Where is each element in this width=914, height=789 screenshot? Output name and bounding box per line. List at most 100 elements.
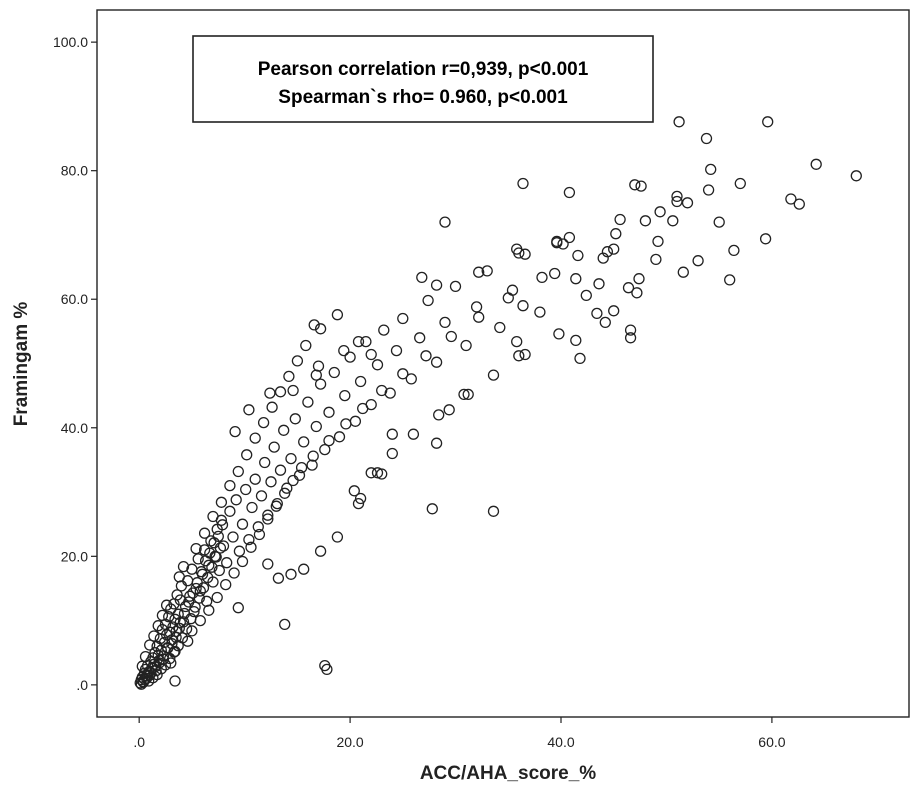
data-point <box>224 505 236 517</box>
data-point <box>272 572 285 584</box>
data-point <box>671 195 683 208</box>
data-point <box>249 473 261 485</box>
data-point <box>176 632 189 644</box>
data-point <box>165 657 177 669</box>
y-tick-label: 20.0 <box>61 548 88 564</box>
data-point <box>287 384 299 397</box>
x-tick-label: 60.0 <box>758 734 785 750</box>
data-point <box>673 116 685 128</box>
data-point <box>180 623 193 635</box>
data-point <box>650 253 662 266</box>
data-point <box>283 370 295 383</box>
data-point <box>266 401 278 413</box>
data-point <box>323 434 335 447</box>
data-point <box>629 179 641 191</box>
data-point <box>633 273 645 285</box>
data-point <box>517 300 529 312</box>
data-point <box>321 663 333 676</box>
data-point <box>287 474 299 487</box>
data-point <box>243 533 255 546</box>
data-point <box>300 339 312 352</box>
data-point <box>240 483 252 496</box>
data-point <box>352 497 365 510</box>
data-point <box>426 503 438 515</box>
data-point <box>314 323 327 335</box>
data-point <box>563 186 576 199</box>
data-point <box>331 309 344 321</box>
data-point <box>152 620 164 632</box>
data-point <box>728 244 740 257</box>
x-tick-label: 40.0 <box>547 734 574 750</box>
data-point <box>352 335 365 348</box>
data-point <box>203 604 215 616</box>
data-point <box>511 335 523 348</box>
data-point <box>734 177 746 190</box>
data-point <box>306 459 318 471</box>
data-point <box>608 305 620 317</box>
data-point <box>310 420 322 433</box>
data-point <box>386 447 398 460</box>
data-point <box>186 625 198 637</box>
data-point <box>308 319 320 331</box>
data-point <box>376 384 388 397</box>
data-point <box>601 246 614 258</box>
data-point <box>793 198 805 210</box>
data-point <box>314 545 327 557</box>
data-point <box>148 630 160 642</box>
data-point <box>295 461 308 474</box>
data-point <box>224 479 236 492</box>
data-point <box>255 490 268 502</box>
data-point <box>365 348 377 361</box>
data-point <box>348 485 360 497</box>
data-point <box>298 563 310 575</box>
data-point <box>570 273 582 285</box>
data-point <box>534 306 546 318</box>
data-point <box>265 476 277 488</box>
data-point <box>185 613 197 625</box>
data-point <box>536 271 548 284</box>
x-axis-title: ACC/AHA_score_% <box>420 763 596 784</box>
data-point <box>177 560 190 573</box>
y-axis-ticks: .0 20.0 40.0 60.0 80.0 100.0 <box>53 34 97 693</box>
data-point <box>212 530 224 543</box>
data-point <box>252 521 264 533</box>
data-points <box>134 116 862 690</box>
data-point <box>422 294 434 307</box>
data-point <box>340 418 352 430</box>
data-point <box>285 568 297 580</box>
data-point <box>262 513 274 525</box>
data-point <box>214 542 227 554</box>
data-point <box>344 351 356 363</box>
data-point <box>551 235 563 248</box>
y-tick-label: 80.0 <box>61 163 88 179</box>
x-axis-ticks: .0 20.0 40.0 60.0 <box>133 717 786 750</box>
data-point <box>197 582 210 594</box>
data-point <box>487 369 500 381</box>
data-point <box>210 551 222 563</box>
data-point <box>249 432 261 444</box>
data-point <box>338 344 350 357</box>
data-point <box>262 509 274 521</box>
y-tick-label: 60.0 <box>61 291 88 307</box>
data-point <box>439 316 451 329</box>
data-point <box>328 366 340 379</box>
data-point <box>160 599 173 611</box>
x-tick-label: 20.0 <box>336 734 363 750</box>
data-point <box>439 216 451 228</box>
data-point <box>170 625 182 638</box>
data-point <box>228 567 240 579</box>
data-point <box>371 467 384 479</box>
data-point <box>513 247 525 259</box>
data-point <box>445 330 457 343</box>
data-point <box>420 350 432 362</box>
data-point <box>624 324 637 336</box>
y-tick-label: 40.0 <box>61 420 88 436</box>
data-point <box>759 233 772 245</box>
data-point <box>580 289 592 302</box>
data-point <box>494 321 506 334</box>
data-point <box>654 206 666 218</box>
data-point <box>481 265 493 277</box>
data-point <box>371 359 384 371</box>
data-point <box>639 215 652 227</box>
